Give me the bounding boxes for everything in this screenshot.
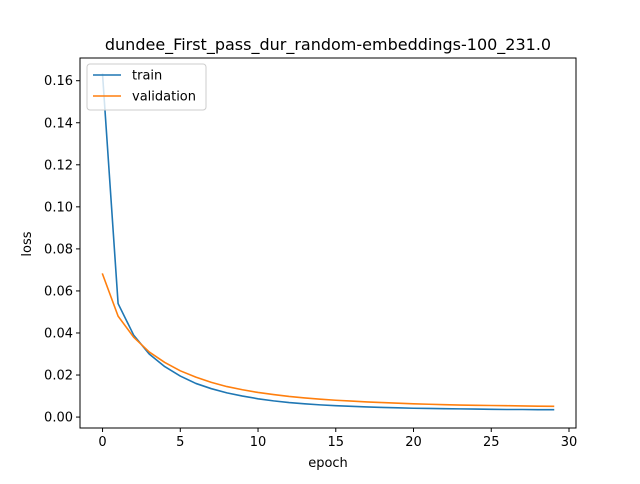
y-tick-label: 0.12 — [44, 158, 73, 173]
legend-label-train: train — [132, 69, 162, 84]
y-tick-label: 0.02 — [44, 369, 73, 384]
x-tick-label: 20 — [405, 435, 422, 450]
y-tick-label: 0.10 — [44, 200, 73, 215]
series-line-validation — [101, 273, 555, 408]
chart-title: dundee_First_pass_dur_random-embeddings-… — [105, 35, 551, 55]
series-layer — [101, 73, 555, 411]
plot-area — [79, 57, 577, 429]
legend: train validation — [86, 63, 207, 111]
series-line-train — [101, 73, 555, 411]
y-tick-label: 0.16 — [44, 74, 73, 89]
x-axis-label: epoch — [308, 456, 348, 471]
y-tick-label: 0.14 — [44, 116, 73, 131]
x-tick-label: 15 — [328, 435, 345, 450]
x-tick-label: 25 — [483, 435, 500, 450]
axes-frame — [79, 57, 577, 429]
y-tick-label: 0.04 — [44, 326, 73, 341]
ticks-layer: 0 5 10 15 20 25 30 0.00 0.02 0.04 0.06 0.08 0.10 0.12… — [44, 74, 577, 450]
y-axis-label: loss — [20, 231, 35, 256]
y-tick-label: 0.08 — [44, 242, 73, 257]
x-tick-label: 5 — [176, 435, 184, 450]
x-tick-label: 10 — [250, 435, 267, 450]
legend-label-validation: validation — [132, 90, 196, 105]
y-tick-label: 0.00 — [44, 411, 73, 426]
x-tick-label: 30 — [561, 435, 578, 450]
x-tick-label: 0 — [98, 435, 106, 450]
y-tick-label: 0.06 — [44, 284, 73, 299]
